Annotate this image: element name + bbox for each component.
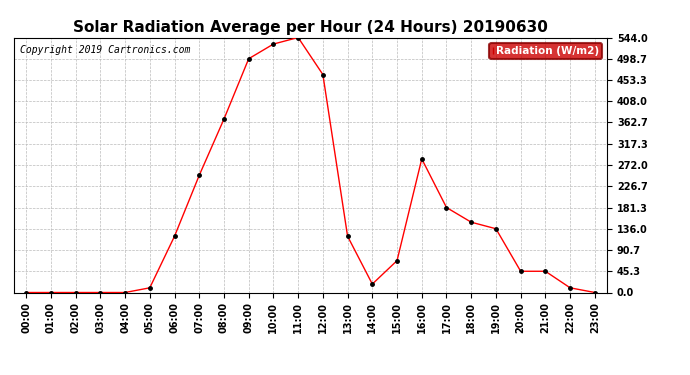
Title: Solar Radiation Average per Hour (24 Hours) 20190630: Solar Radiation Average per Hour (24 Hou… (73, 20, 548, 35)
Text: Copyright 2019 Cartronics.com: Copyright 2019 Cartronics.com (20, 45, 190, 55)
Legend: Radiation (W/m2): Radiation (W/m2) (489, 43, 602, 59)
